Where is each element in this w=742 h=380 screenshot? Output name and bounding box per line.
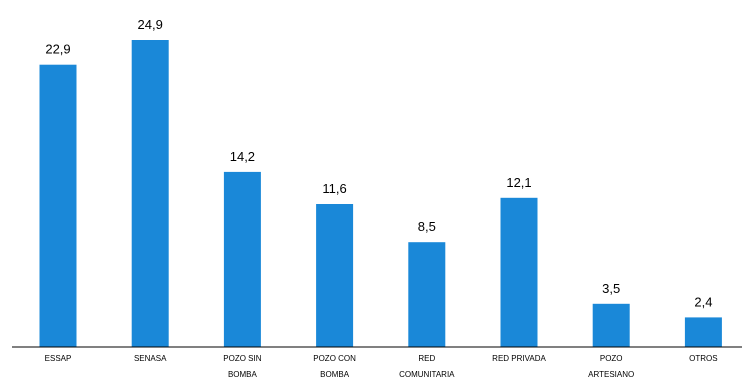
x-tick-label: COMUNITARIA (399, 370, 455, 379)
data-label: 24,9 (138, 17, 163, 32)
x-tick-label: ESSAP (45, 354, 72, 363)
data-label: 3,5 (602, 281, 620, 296)
x-tick-label: RED PRIVADA (492, 354, 546, 363)
data-label: 8,5 (418, 219, 436, 234)
data-label: 11,6 (322, 181, 346, 196)
x-tick-label: RED (418, 354, 435, 363)
bar (131, 40, 169, 347)
bar (408, 242, 446, 347)
x-tick-label: OTROS (689, 354, 717, 363)
bar (39, 64, 77, 347)
bar (592, 303, 630, 347)
x-tick-label: POZO SIN (223, 354, 261, 363)
bar (684, 317, 722, 347)
x-tick-label: POZO CON (313, 354, 356, 363)
x-tick-label: POZO (600, 354, 623, 363)
bar (223, 171, 261, 347)
bars-group (39, 40, 722, 347)
x-tick-labels-group: ESSAP SENASA POZO SIN BOMBA POZO CON BOMBA RED… (45, 354, 718, 379)
data-label: 12,1 (506, 175, 531, 190)
data-label: 2,4 (694, 294, 712, 309)
x-tick-label: SENASA (134, 354, 167, 363)
bar (500, 197, 538, 347)
data-label: 14,2 (230, 149, 255, 164)
bar (316, 204, 354, 347)
x-tick-label: ARTESIANO (588, 370, 634, 379)
x-tick-label: BOMBA (320, 370, 350, 379)
x-tick-label: BOMBA (228, 370, 258, 379)
data-label: 22,9 (45, 42, 70, 57)
value-labels-group: 22,9 24,9 14,2 11,6 8,5 12,1 3,5 2,4 (45, 17, 712, 309)
